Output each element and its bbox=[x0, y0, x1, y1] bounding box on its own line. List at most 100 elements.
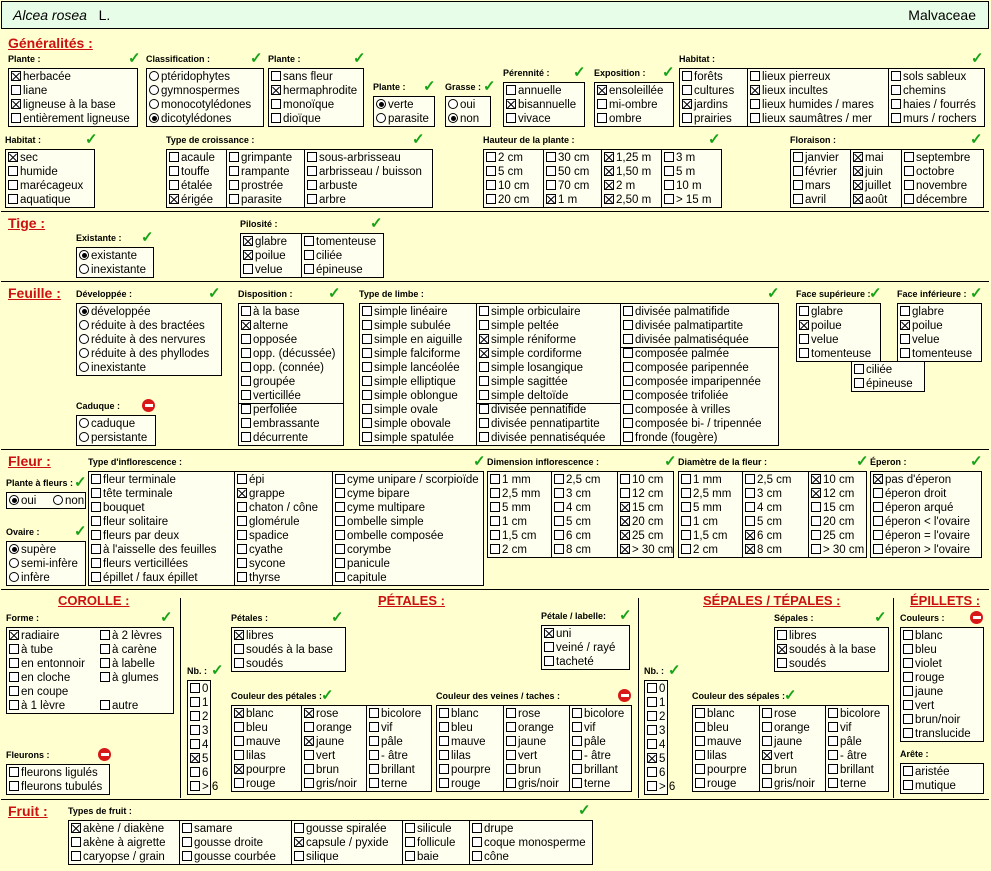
checkbox[interactable] bbox=[762, 750, 772, 760]
option-diamfleur[interactable]: > 30 cm bbox=[809, 543, 864, 557]
checkbox[interactable] bbox=[241, 404, 251, 414]
option-pilosite[interactable]: tomenteuse bbox=[302, 235, 376, 249]
option-eperon[interactable]: éperon = l'ovaire bbox=[871, 529, 970, 543]
checkbox[interactable] bbox=[597, 113, 607, 123]
checkbox[interactable] bbox=[241, 390, 251, 400]
checkbox[interactable] bbox=[904, 152, 914, 162]
checkbox[interactable] bbox=[604, 166, 614, 176]
checkbox[interactable] bbox=[307, 194, 317, 204]
option-coulpet[interactable]: pâle bbox=[367, 735, 403, 749]
option-forme[interactable]: en cloche bbox=[7, 671, 70, 685]
option-limbe[interactable]: simple falciforme bbox=[360, 347, 460, 361]
checkbox[interactable] bbox=[486, 194, 496, 204]
checkbox[interactable] bbox=[472, 837, 482, 847]
checkbox[interactable] bbox=[472, 823, 482, 833]
option-coulveines[interactable]: gris/noir bbox=[504, 777, 559, 791]
option-eperon[interactable]: éperon < l'ovaire bbox=[871, 515, 970, 529]
option-habitat1[interactable]: haies / fourrés bbox=[889, 98, 976, 112]
checkbox[interactable] bbox=[405, 837, 415, 847]
checkbox[interactable] bbox=[241, 418, 251, 428]
checkbox[interactable] bbox=[554, 530, 564, 540]
option-coulsep[interactable]: blanc bbox=[693, 707, 735, 721]
option-limbe[interactable]: composée imparipennée bbox=[621, 375, 761, 389]
checkbox[interactable] bbox=[873, 544, 883, 554]
option-diamfleur[interactable]: 15 cm bbox=[809, 501, 854, 515]
checkbox[interactable] bbox=[682, 113, 692, 123]
option-coulsep[interactable]: - âtre bbox=[826, 749, 867, 763]
checkbox[interactable] bbox=[762, 708, 772, 718]
option-diminflo[interactable]: 2,5 mm bbox=[488, 487, 540, 501]
checkbox[interactable] bbox=[91, 544, 101, 554]
option-inflorescence[interactable]: bouquet bbox=[89, 501, 145, 515]
checkbox[interactable] bbox=[405, 851, 415, 861]
checkbox[interactable] bbox=[234, 764, 244, 774]
option-fruit[interactable]: akène à aigrette bbox=[69, 836, 165, 850]
checkbox[interactable] bbox=[793, 194, 803, 204]
option-diminflo[interactable]: 10 cm bbox=[618, 473, 663, 487]
option-coulveines[interactable]: bicolore bbox=[570, 707, 624, 721]
checkbox[interactable] bbox=[903, 766, 913, 776]
checkbox[interactable] bbox=[623, 362, 633, 372]
option-coulsep[interactable]: brun bbox=[760, 763, 797, 777]
option-faceinf2[interactable]: épineuse bbox=[852, 377, 913, 391]
checkbox[interactable] bbox=[304, 250, 314, 260]
option-sepales[interactable]: libres bbox=[775, 629, 816, 643]
checkbox[interactable] bbox=[9, 658, 19, 668]
checkbox[interactable] bbox=[903, 780, 913, 790]
option-coulsep[interactable]: bleu bbox=[693, 721, 729, 735]
checkbox[interactable] bbox=[71, 823, 81, 833]
option-developpee[interactable]: réduite à des phyllodes bbox=[77, 347, 209, 361]
option-fruit[interactable]: akène / diakène bbox=[69, 822, 164, 836]
option-floraison[interactable]: novembre bbox=[902, 179, 967, 193]
checkbox[interactable] bbox=[506, 85, 516, 95]
option-fruit[interactable]: samare bbox=[180, 822, 232, 836]
option-nbsep[interactable]: 2 bbox=[645, 710, 665, 724]
checkbox[interactable] bbox=[234, 658, 244, 668]
radio-button[interactable] bbox=[79, 264, 89, 274]
option-limbe[interactable]: divisée palmatipartite bbox=[621, 319, 743, 333]
checkbox[interactable] bbox=[506, 750, 516, 760]
option-sepales[interactable]: soudés bbox=[775, 657, 826, 671]
option-limbe[interactable]: composée à vrilles bbox=[621, 403, 730, 417]
option-coulsep[interactable]: mauve bbox=[693, 735, 742, 749]
checkbox[interactable] bbox=[572, 722, 582, 732]
option-fleurons[interactable]: fleurons ligulés bbox=[7, 766, 98, 780]
checkbox[interactable] bbox=[873, 516, 883, 526]
checkbox[interactable] bbox=[777, 658, 787, 668]
checkbox[interactable] bbox=[9, 767, 19, 777]
checkbox[interactable] bbox=[620, 544, 630, 554]
option-hauteur[interactable]: 2 m bbox=[602, 179, 635, 193]
option-croissance[interactable]: acaule bbox=[167, 151, 215, 165]
checkbox[interactable] bbox=[362, 362, 372, 372]
option-coulveines[interactable]: rouge bbox=[437, 777, 480, 791]
checkbox[interactable] bbox=[190, 767, 200, 777]
option-coulpet[interactable]: terne bbox=[367, 777, 407, 791]
option-nbpet[interactable]: 0 bbox=[188, 682, 208, 696]
checkbox[interactable] bbox=[554, 516, 564, 526]
checkbox[interactable] bbox=[506, 736, 516, 746]
option-hauteur[interactable]: 3 m bbox=[662, 151, 695, 165]
checkbox[interactable] bbox=[91, 572, 101, 582]
checkbox[interactable] bbox=[479, 306, 489, 316]
checkbox[interactable] bbox=[335, 558, 345, 568]
checkbox[interactable] bbox=[439, 736, 449, 746]
option-fruit[interactable]: drupe bbox=[470, 822, 513, 836]
option-couleurs[interactable]: brun/noir bbox=[901, 713, 960, 727]
checkbox[interactable] bbox=[362, 376, 372, 386]
option-diamfleur[interactable]: 20 cm bbox=[809, 515, 854, 529]
checkbox[interactable] bbox=[682, 71, 692, 81]
checkbox[interactable] bbox=[439, 778, 449, 788]
option-coulpet[interactable]: bleu bbox=[232, 721, 268, 735]
radio-button[interactable] bbox=[149, 113, 159, 123]
checkbox[interactable] bbox=[100, 700, 110, 710]
checkbox[interactable] bbox=[229, 194, 239, 204]
checkbox[interactable] bbox=[405, 823, 415, 833]
option-nbpet[interactable]: 2 bbox=[188, 710, 208, 724]
option-nbsep[interactable]: 5 bbox=[645, 752, 665, 766]
checkbox[interactable] bbox=[100, 630, 110, 640]
option-coulsep[interactable]: brillant bbox=[826, 763, 874, 777]
radio-button[interactable] bbox=[376, 99, 386, 109]
option-floraison[interactable]: juin bbox=[851, 165, 883, 179]
option-diminflo[interactable]: 1,5 cm bbox=[488, 529, 537, 543]
option-exposition[interactable]: ensoleillée bbox=[595, 84, 663, 98]
